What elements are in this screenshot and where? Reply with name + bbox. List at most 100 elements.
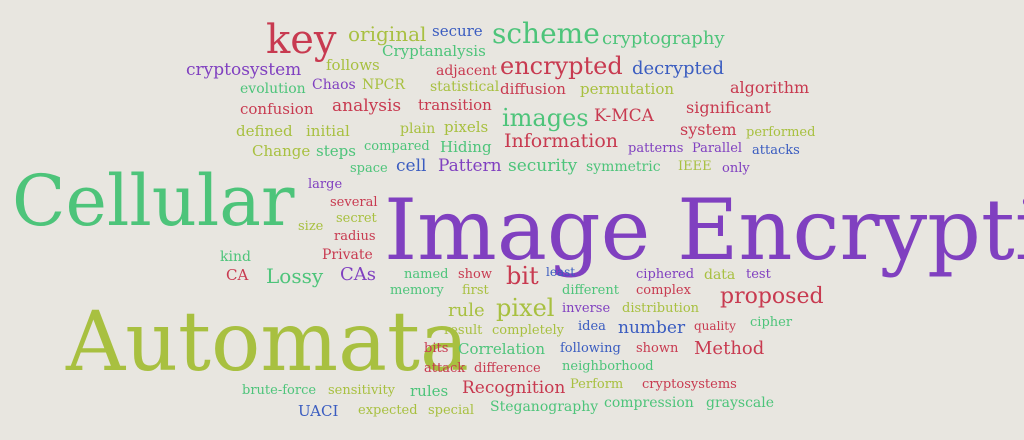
word-permutation: permutation [580,80,675,98]
word-distribution: distribution [622,301,700,316]
word-images: images [502,104,589,132]
word-size: size [298,219,324,234]
word-statistical: statistical [430,79,500,95]
word-transition: transition [418,96,492,114]
word-only: only [722,161,750,176]
word-parallel: Parallel [692,141,743,156]
word-compared: compared [364,139,430,154]
word-defined: defined [236,122,293,140]
word-cellular: Cellular [12,160,295,242]
word-diffusion: diffusion [500,80,566,98]
word-algorithm: algorithm [730,78,810,97]
word-adjacent: adjacent [436,63,497,79]
word-hiding: Hiding [440,138,492,156]
word-bits: bits [424,341,449,356]
word-pixels: pixels [444,118,489,136]
word-encrypted: encrypted [500,52,623,80]
word-scheme: scheme [492,17,600,50]
word-pixel: pixel [496,294,555,322]
word-neighborhood: neighborhood [562,359,654,374]
word-cas: CAs [340,264,377,285]
word-result: result [444,323,483,338]
word-proposed: proposed [720,284,824,309]
word-attacks: attacks [752,143,800,158]
word-ciphered: ciphered [636,267,695,282]
word-steganography: Steganography [490,399,599,415]
word-ieee: IEEE [678,159,712,174]
word-secure: secure [432,22,483,40]
word-attack: attack [424,361,466,376]
word-automata: Automata [66,295,469,390]
word-cryptanalysis: Cryptanalysis [382,42,486,60]
word-method: Method [694,338,765,359]
word-radius: radius [334,229,376,244]
word-private: Private [322,247,373,263]
word-show: show [458,267,492,282]
word-secret: secret [336,211,377,226]
word-evolution: evolution [240,81,306,97]
word-key: key [266,17,337,63]
word-uaci: UACI [298,402,339,420]
word-cell: cell [396,156,427,176]
word-number: number [618,318,686,338]
word-cryptography: cryptography [602,28,725,49]
word-rule: rule [448,300,485,321]
word-perform: Perform [570,377,624,392]
word-memory: memory [390,283,444,298]
word-k-mca: K-MCA [594,106,654,126]
word-cipher: cipher [750,315,793,330]
word-performed: performed [746,125,816,140]
word-brute-force: brute-force [242,383,317,398]
word-several: several [330,195,378,210]
word-test: test [746,267,771,282]
word-inverse: inverse [562,301,611,316]
word-security: security [508,156,578,176]
word-lossy: Lossy [266,264,324,288]
word-image-encryption: Image Encryption [384,181,1024,279]
word-idea: idea [578,319,606,334]
word-large: large [308,177,343,192]
word-decrypted: decrypted [632,58,724,79]
word-space: space [350,161,388,176]
word-initial: initial [306,122,350,140]
word-bit: bit [506,262,539,290]
word-completely: completely [492,323,565,338]
word-different: different [562,283,619,298]
word-cryptosystems: cryptosystems [642,377,737,392]
word-system: system [680,120,737,139]
word-sensitivity: sensitivity [328,383,396,398]
word-rules: rules [410,382,449,400]
word-confusion: confusion [240,100,314,118]
word-quality: quality [694,319,736,333]
word-correlation: Correlation [458,340,545,358]
word-change: Change [252,142,311,160]
word-plain: plain [400,121,436,137]
word-analysis: analysis [332,96,402,116]
word-data: data [704,267,736,283]
word-information: Information [504,130,619,152]
word-symmetric: symmetric [586,159,661,175]
word-grayscale: grayscale [706,395,775,411]
word-pattern: Pattern [438,156,502,176]
word-patterns: patterns [628,141,684,156]
word-ca: CA [226,266,249,284]
word-named: named [404,267,449,282]
word-compression: compression [604,395,694,411]
word-complex: complex [636,283,691,298]
word-shown: shown [636,341,679,356]
word-expected: expected [358,403,418,418]
word-kind: kind [220,249,251,265]
word-difference: difference [474,361,541,376]
word-chaos: Chaos [312,77,356,93]
word-following: following [560,341,621,356]
word-cryptosystem: cryptosystem [186,60,302,80]
word-npcr: NPCR [362,77,405,93]
word-follows: follows [326,56,380,74]
word-recognition: Recognition [462,378,566,398]
word-significant: significant [686,98,771,117]
word-first: first [462,283,489,298]
word-special: special [428,403,475,418]
word-least: least [546,265,576,279]
word-steps: steps [316,142,356,160]
